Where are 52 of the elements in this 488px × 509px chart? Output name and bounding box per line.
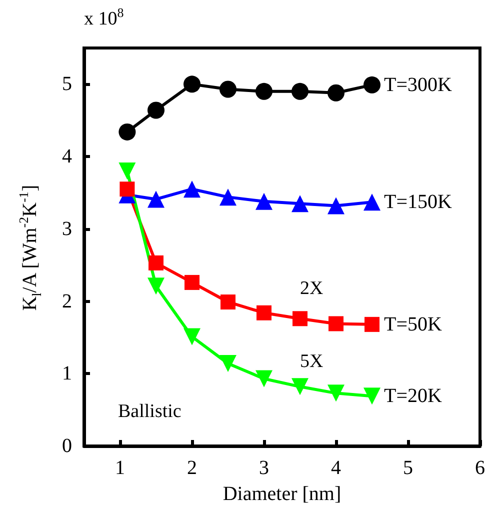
point: [118, 123, 136, 140]
x-tick-label: 3: [259, 457, 269, 479]
point: [328, 197, 344, 214]
point: [148, 278, 164, 295]
y-tick-label: 5: [62, 73, 72, 96]
point: [364, 316, 380, 332]
point: [292, 311, 308, 326]
y-tick-label: 3: [62, 218, 72, 240]
point: [256, 82, 272, 100]
x-tick-label: 6: [475, 457, 485, 479]
point: [364, 194, 380, 211]
point: [148, 255, 164, 270]
x-axis-title: Diameter [nm]: [222, 483, 342, 505]
annotation: 5X: [300, 351, 324, 372]
point: [220, 80, 236, 98]
y-tick-label: 4: [62, 146, 72, 168]
x-tick-label: 4: [331, 457, 341, 479]
point: [364, 388, 380, 405]
point: [118, 162, 136, 180]
point: [220, 188, 236, 206]
series-label: T=50K: [384, 313, 442, 336]
point: [184, 76, 200, 93]
y-tick-label: 1: [62, 362, 72, 385]
y-tick-label: 2: [62, 290, 72, 312]
point: [220, 294, 236, 310]
point: [220, 355, 236, 372]
x-tick-label: 2: [187, 457, 197, 479]
x-tick-label: 5: [403, 457, 413, 479]
point: [148, 190, 164, 208]
point: [120, 182, 135, 197]
text: x 10$^{8}$: [84, 5, 124, 30]
point: [256, 305, 272, 320]
point: [292, 82, 308, 100]
series-label: T=20K: [384, 385, 442, 408]
point: [328, 384, 344, 402]
point: [184, 180, 200, 198]
point: [184, 274, 200, 290]
y-tick-label: 0: [62, 435, 72, 457]
point: [364, 76, 380, 94]
annotation: Ballistic: [118, 401, 182, 422]
annotation: 2X: [300, 278, 324, 299]
series-label: T=300K: [384, 74, 452, 96]
point: [292, 195, 308, 212]
point: [148, 102, 164, 119]
point: [184, 328, 200, 346]
series-label: T=150K: [384, 191, 452, 214]
point: [328, 316, 344, 332]
point: [292, 378, 308, 396]
point: [256, 192, 272, 210]
point: [256, 370, 272, 388]
point: [328, 84, 344, 102]
x-tick-label: 1: [115, 457, 125, 479]
